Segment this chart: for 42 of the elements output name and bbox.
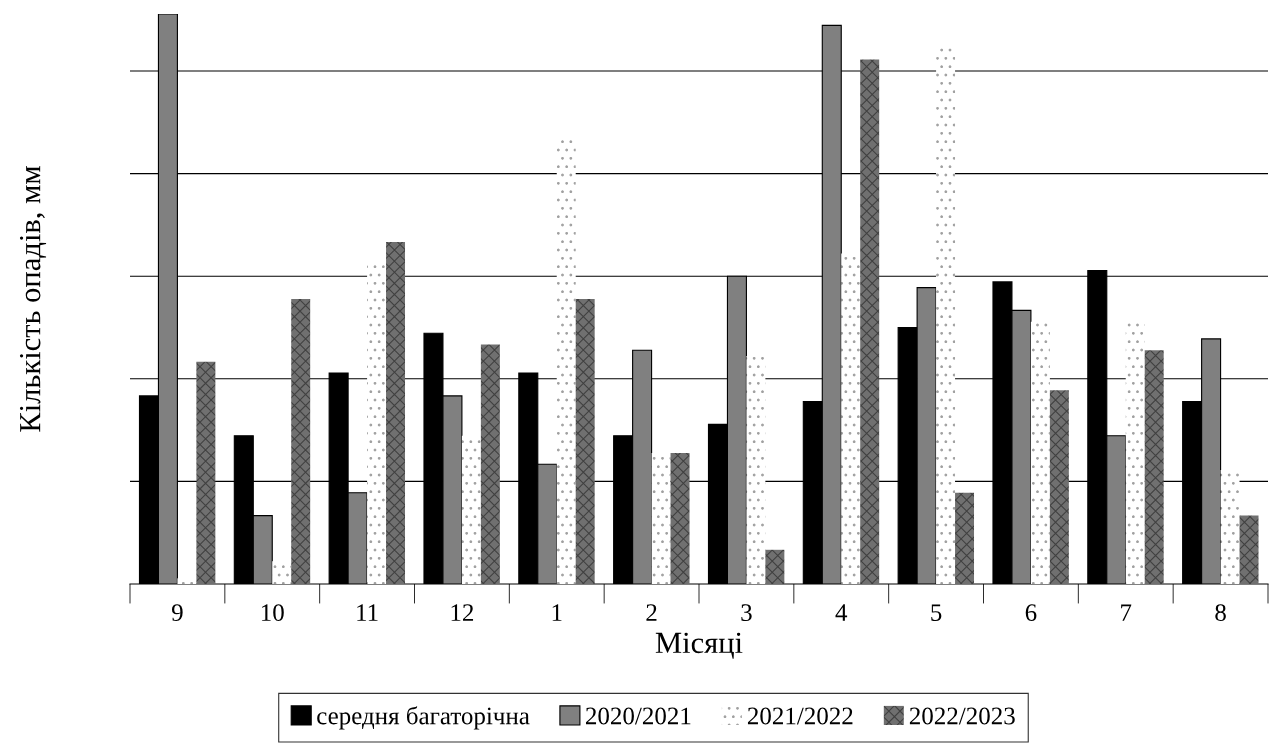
bar — [177, 578, 197, 584]
bar — [765, 549, 785, 584]
x-tick-label: 2 — [646, 604, 657, 621]
bar — [1144, 350, 1164, 584]
bar — [746, 356, 766, 584]
x-tick-label: 10 — [261, 604, 284, 622]
bar — [1030, 321, 1050, 584]
x-tick-label: 12 — [451, 604, 474, 621]
x-tick-label: 8 — [1215, 604, 1226, 622]
bar — [291, 299, 311, 584]
bar — [575, 299, 595, 584]
bar — [1239, 515, 1259, 584]
x-tick-label: 7 — [1121, 604, 1132, 621]
x-tick-label: 11 — [357, 604, 378, 621]
bar — [272, 561, 292, 584]
bar — [196, 361, 216, 584]
bar — [860, 59, 880, 584]
x-tick-label: 4 — [835, 604, 848, 621]
bar — [1049, 390, 1069, 584]
y-axis-title: Кількість опадів, мм — [19, 165, 47, 432]
bar — [386, 242, 406, 584]
x-axis-title: Місяці — [655, 632, 743, 659]
legend-label: 2020/2021 — [586, 707, 691, 725]
x-tick-label: 1 — [552, 604, 562, 621]
bar — [841, 253, 861, 584]
bar — [1220, 470, 1240, 584]
bar — [367, 264, 387, 584]
legend-label: середня багаторічна — [317, 706, 530, 730]
bar — [461, 435, 481, 584]
bar — [670, 452, 690, 584]
x-tick-label: 6 — [1025, 604, 1037, 622]
bar — [955, 492, 975, 584]
legend-label: 2021/2022 — [747, 707, 853, 725]
x-tick-label: 5 — [931, 604, 942, 622]
legend-label: 2022/2023 — [909, 707, 1015, 725]
x-tick-label: 3 — [741, 604, 752, 622]
bar — [480, 344, 500, 584]
bar — [1125, 321, 1145, 584]
bar — [936, 48, 956, 584]
bar — [556, 139, 576, 584]
x-tick-label: 9 — [171, 604, 183, 622]
bar — [651, 452, 671, 584]
